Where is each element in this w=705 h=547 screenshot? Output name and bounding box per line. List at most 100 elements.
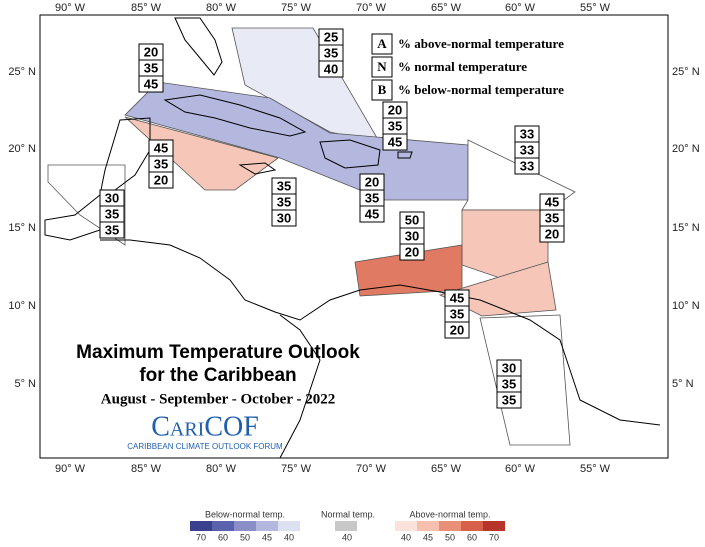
colorbar-tick: 50 — [445, 532, 455, 542]
colorbar-swatch — [483, 521, 505, 531]
prob-value: 35 — [502, 376, 516, 391]
legend-text: % normal temperature — [398, 59, 527, 74]
legend-text: % below-normal temperature — [398, 82, 564, 97]
prob-value: 35 — [502, 392, 516, 407]
prob-value: 30 — [277, 210, 291, 225]
prob-cell — [138, 75, 164, 93]
prob-value: 20 — [154, 172, 168, 187]
prob-value: 35 — [105, 222, 119, 237]
lat-label: 25° N — [672, 66, 700, 78]
title-line: for the Caribbean — [139, 365, 296, 386]
colorbar-swatch — [335, 521, 357, 531]
colorbar-swatch — [212, 521, 234, 531]
lon-label: 60° W — [505, 2, 536, 14]
colorbar-tick: 40 — [401, 532, 411, 542]
prob-value: 35 — [154, 156, 168, 171]
lon-label: 90° W — [55, 463, 86, 475]
legend-key-box — [371, 33, 393, 55]
prob-value: 25 — [324, 29, 338, 44]
colorbar-tick: 45 — [423, 532, 433, 542]
prob-value: 30 — [502, 360, 516, 375]
prob-cell — [359, 205, 385, 223]
regions — [47, 27, 576, 446]
prob-cell — [514, 157, 540, 175]
lon-label: 65° W — [431, 2, 462, 14]
prob-value: 20 — [365, 174, 379, 189]
lon-label: 55° W — [580, 2, 611, 14]
prob-value: 35 — [277, 194, 291, 209]
colorbar-tick: 40 — [342, 532, 352, 542]
lat-label: 5° N — [14, 378, 36, 390]
lat-label: 20° N — [672, 143, 700, 155]
period: August - September - October - 2022 — [101, 391, 335, 407]
lat-label: 10° N — [672, 300, 700, 312]
colorbar-swatch — [417, 521, 439, 531]
prob-value: 33 — [520, 142, 534, 157]
prob-value: 35 — [105, 206, 119, 221]
lon-label: 80° W — [206, 463, 237, 475]
legend-key: A — [377, 36, 387, 51]
legend-key-box — [371, 56, 393, 78]
prob-cell — [148, 171, 174, 189]
prob-value: 30 — [105, 190, 119, 205]
prob-value: 45 — [450, 290, 464, 305]
colorbar-title: Normal temp. — [321, 509, 375, 519]
logo: CariCOF — [151, 411, 259, 442]
prob-value: 35 — [324, 45, 338, 60]
lon-label: 65° W — [431, 463, 462, 475]
colorbar-swatch — [256, 521, 278, 531]
colorbar-title: Below-normal temp. — [205, 509, 285, 519]
colorbar-tick: 70 — [489, 532, 499, 542]
lon-label: 75° W — [281, 2, 312, 14]
lon-label: 85° W — [131, 463, 162, 475]
legend-key: B — [378, 82, 387, 97]
lat-label: 15° N — [8, 222, 36, 234]
prob-value: 35 — [144, 60, 158, 75]
prob-cell — [382, 133, 408, 151]
lon-label: 85° W — [131, 2, 162, 14]
lon-label: 70° W — [356, 463, 387, 475]
colorbar-swatch — [234, 521, 256, 531]
prob-value: 35 — [545, 210, 559, 225]
logo-subtitle: CARIBBEAN CLIMATE OUTLOOK FORUM — [127, 442, 283, 451]
lat-label: 25° N — [8, 66, 36, 78]
colorbar-title: Above-normal temp. — [409, 509, 490, 519]
lon-label: 75° W — [281, 463, 312, 475]
prob-cell — [444, 321, 470, 339]
prob-value: 45 — [545, 194, 559, 209]
prob-value: 45 — [365, 206, 379, 221]
colorbar-swatch — [439, 521, 461, 531]
prob-value: 35 — [388, 118, 402, 133]
lat-label: 15° N — [672, 222, 700, 234]
colorbar-tick: 60 — [218, 532, 228, 542]
prob-value: 45 — [388, 134, 402, 149]
prob-cell — [496, 391, 522, 409]
prob-value: 45 — [144, 76, 158, 91]
map-title: Maximum Temperature Outlook for the Cari… — [76, 342, 360, 451]
prob-value: 20 — [388, 102, 402, 117]
legend-key: N — [377, 59, 387, 74]
lon-label: 90° W — [55, 2, 86, 14]
legend-text: % above-normal temperature — [398, 36, 564, 51]
legend-key-box — [371, 79, 393, 101]
lon-label: 55° W — [580, 463, 611, 475]
colorbar-tick: 60 — [467, 532, 477, 542]
lat-label: 20° N — [8, 143, 36, 155]
prob-value: 20 — [144, 44, 158, 59]
prob-value: 35 — [450, 306, 464, 321]
prob-value: 33 — [520, 126, 534, 141]
lat-label: 5° N — [672, 378, 694, 390]
colorbar-swatch — [461, 521, 483, 531]
colorbar-tick: 70 — [196, 532, 206, 542]
colorbar-swatch — [278, 521, 300, 531]
prob-value: 20 — [450, 322, 464, 337]
colorbar-swatch — [395, 521, 417, 531]
prob-value: 45 — [154, 140, 168, 155]
prob-cell — [271, 209, 297, 227]
colorbar-tick: 50 — [240, 532, 250, 542]
lon-label: 80° W — [206, 2, 237, 14]
lon-label: 70° W — [356, 2, 387, 14]
colorbar-swatch — [190, 521, 212, 531]
prob-value: 33 — [520, 158, 534, 173]
prob-value: 35 — [277, 178, 291, 193]
